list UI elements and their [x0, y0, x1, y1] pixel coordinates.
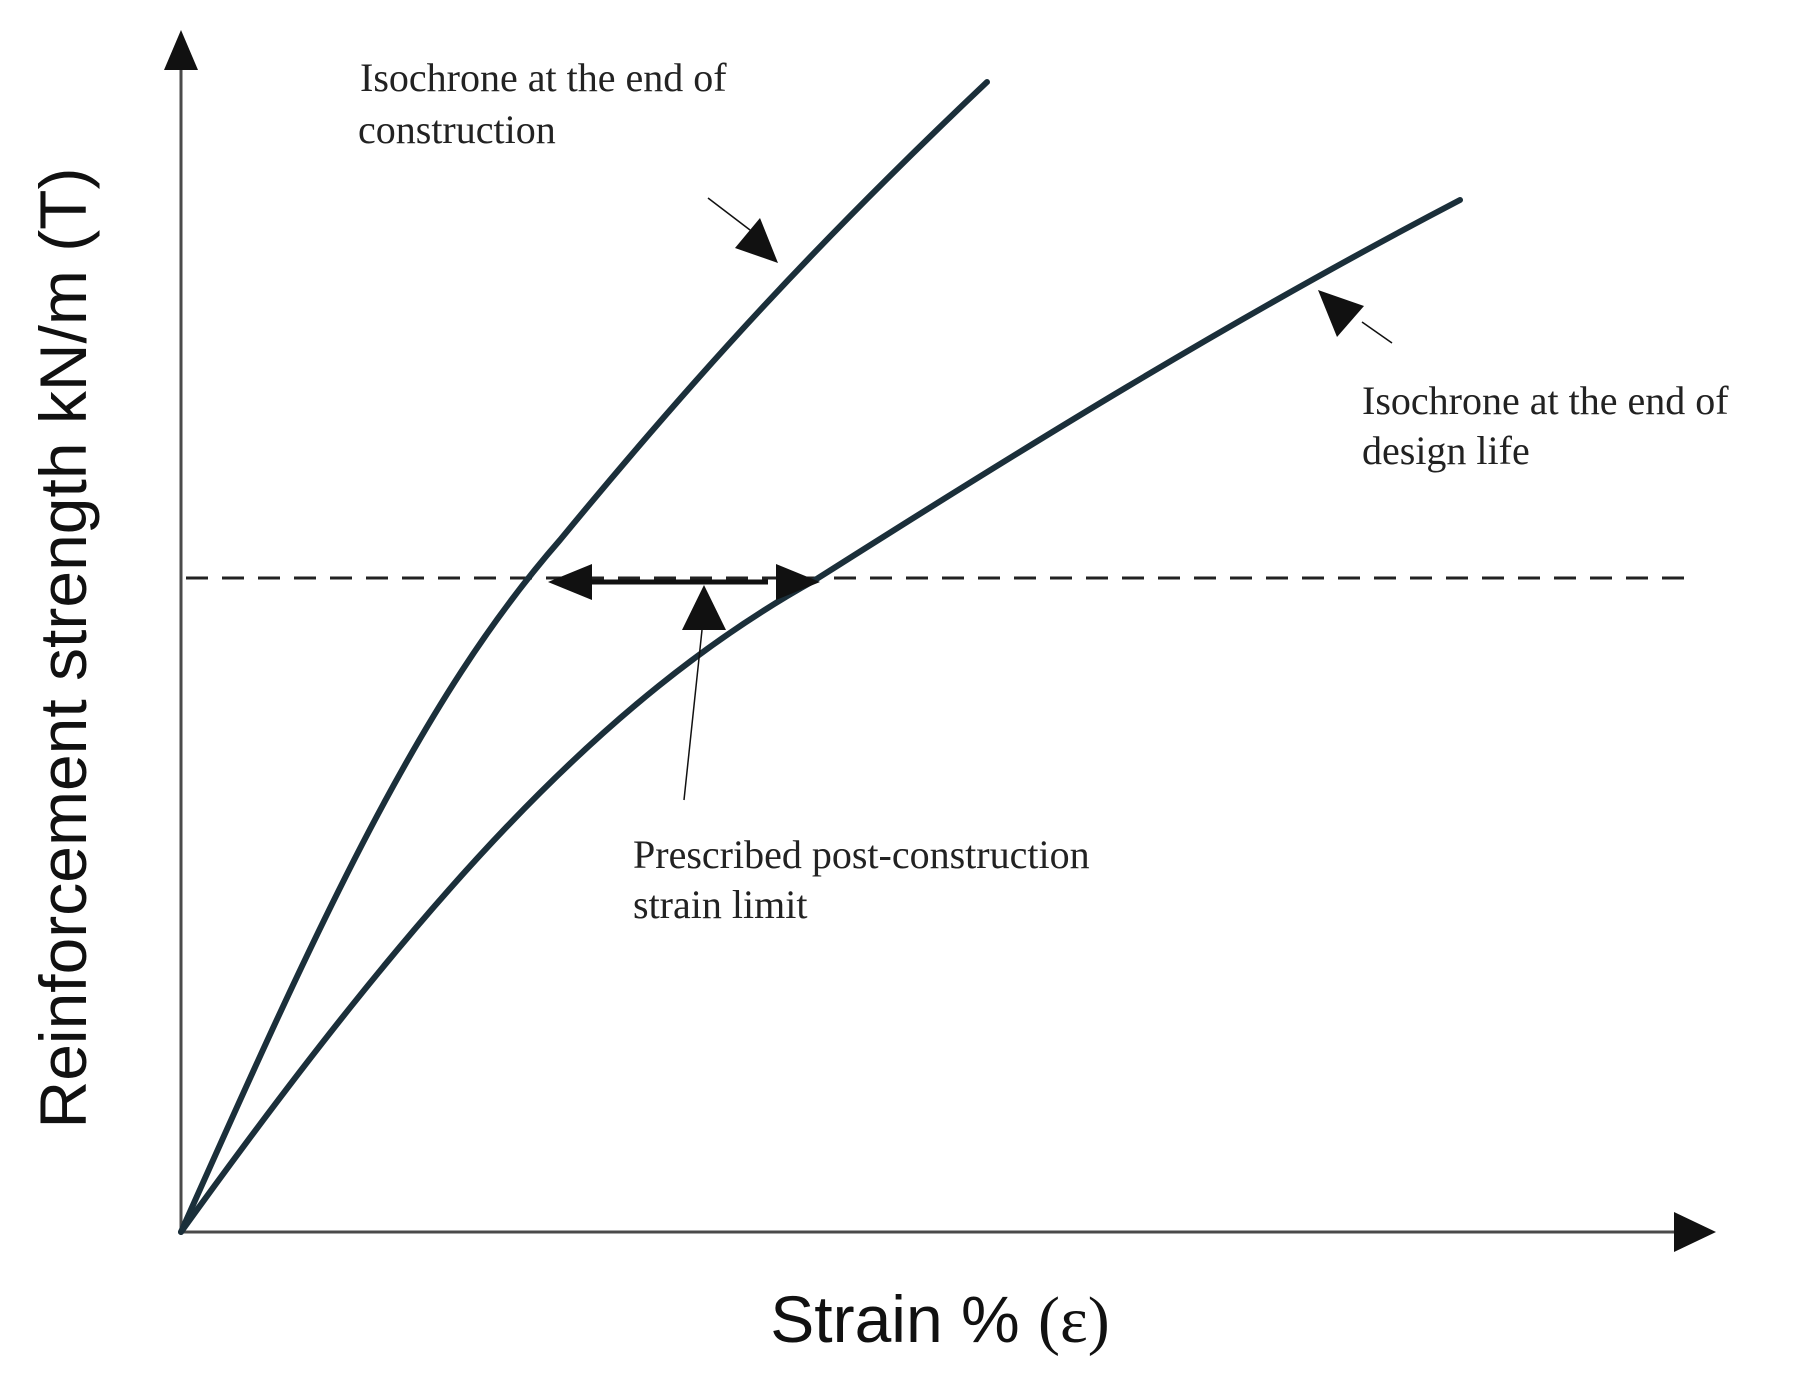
design-life-label-line1: Isochrone at the end of	[1362, 378, 1729, 423]
construction-label-line1: Isochrone at the end of	[360, 55, 727, 100]
y-axis-arrowhead	[164, 30, 198, 70]
isochrone-end-of-design-life-curve	[178, 197, 1463, 1235]
x-axis-arrowhead	[1674, 1212, 1716, 1252]
strain-limit-arrowhead-left	[548, 564, 592, 600]
construction-leader-line	[707, 197, 751, 231]
x-axis-title-symbol: (ε)	[1038, 1284, 1110, 1357]
strain-limit-label-line1: Prescribed post-construction	[633, 832, 1090, 877]
design-life-leader-line	[1361, 321, 1393, 344]
x-axis-title-text: Strain %	[770, 1282, 1038, 1356]
strain-limit-leader-line	[683, 629, 703, 801]
construction-leader-arrowhead	[735, 218, 778, 263]
isochrone-end-of-construction-curve	[178, 79, 990, 1235]
y-axis-title: Reinforcement strength kN/m (T)	[26, 168, 100, 1129]
strain-limit-arrowhead-right	[776, 564, 820, 600]
strain-limit-label-line2: strain limit	[633, 882, 807, 927]
design-life-leader-arrowhead	[1318, 290, 1364, 337]
strain-limit-leader-arrowhead	[682, 585, 726, 630]
design-life-label-line2: design life	[1362, 428, 1530, 473]
x-axis-title: Strain % (ε)	[770, 1282, 1109, 1357]
construction-label-line2: construction	[358, 107, 556, 152]
